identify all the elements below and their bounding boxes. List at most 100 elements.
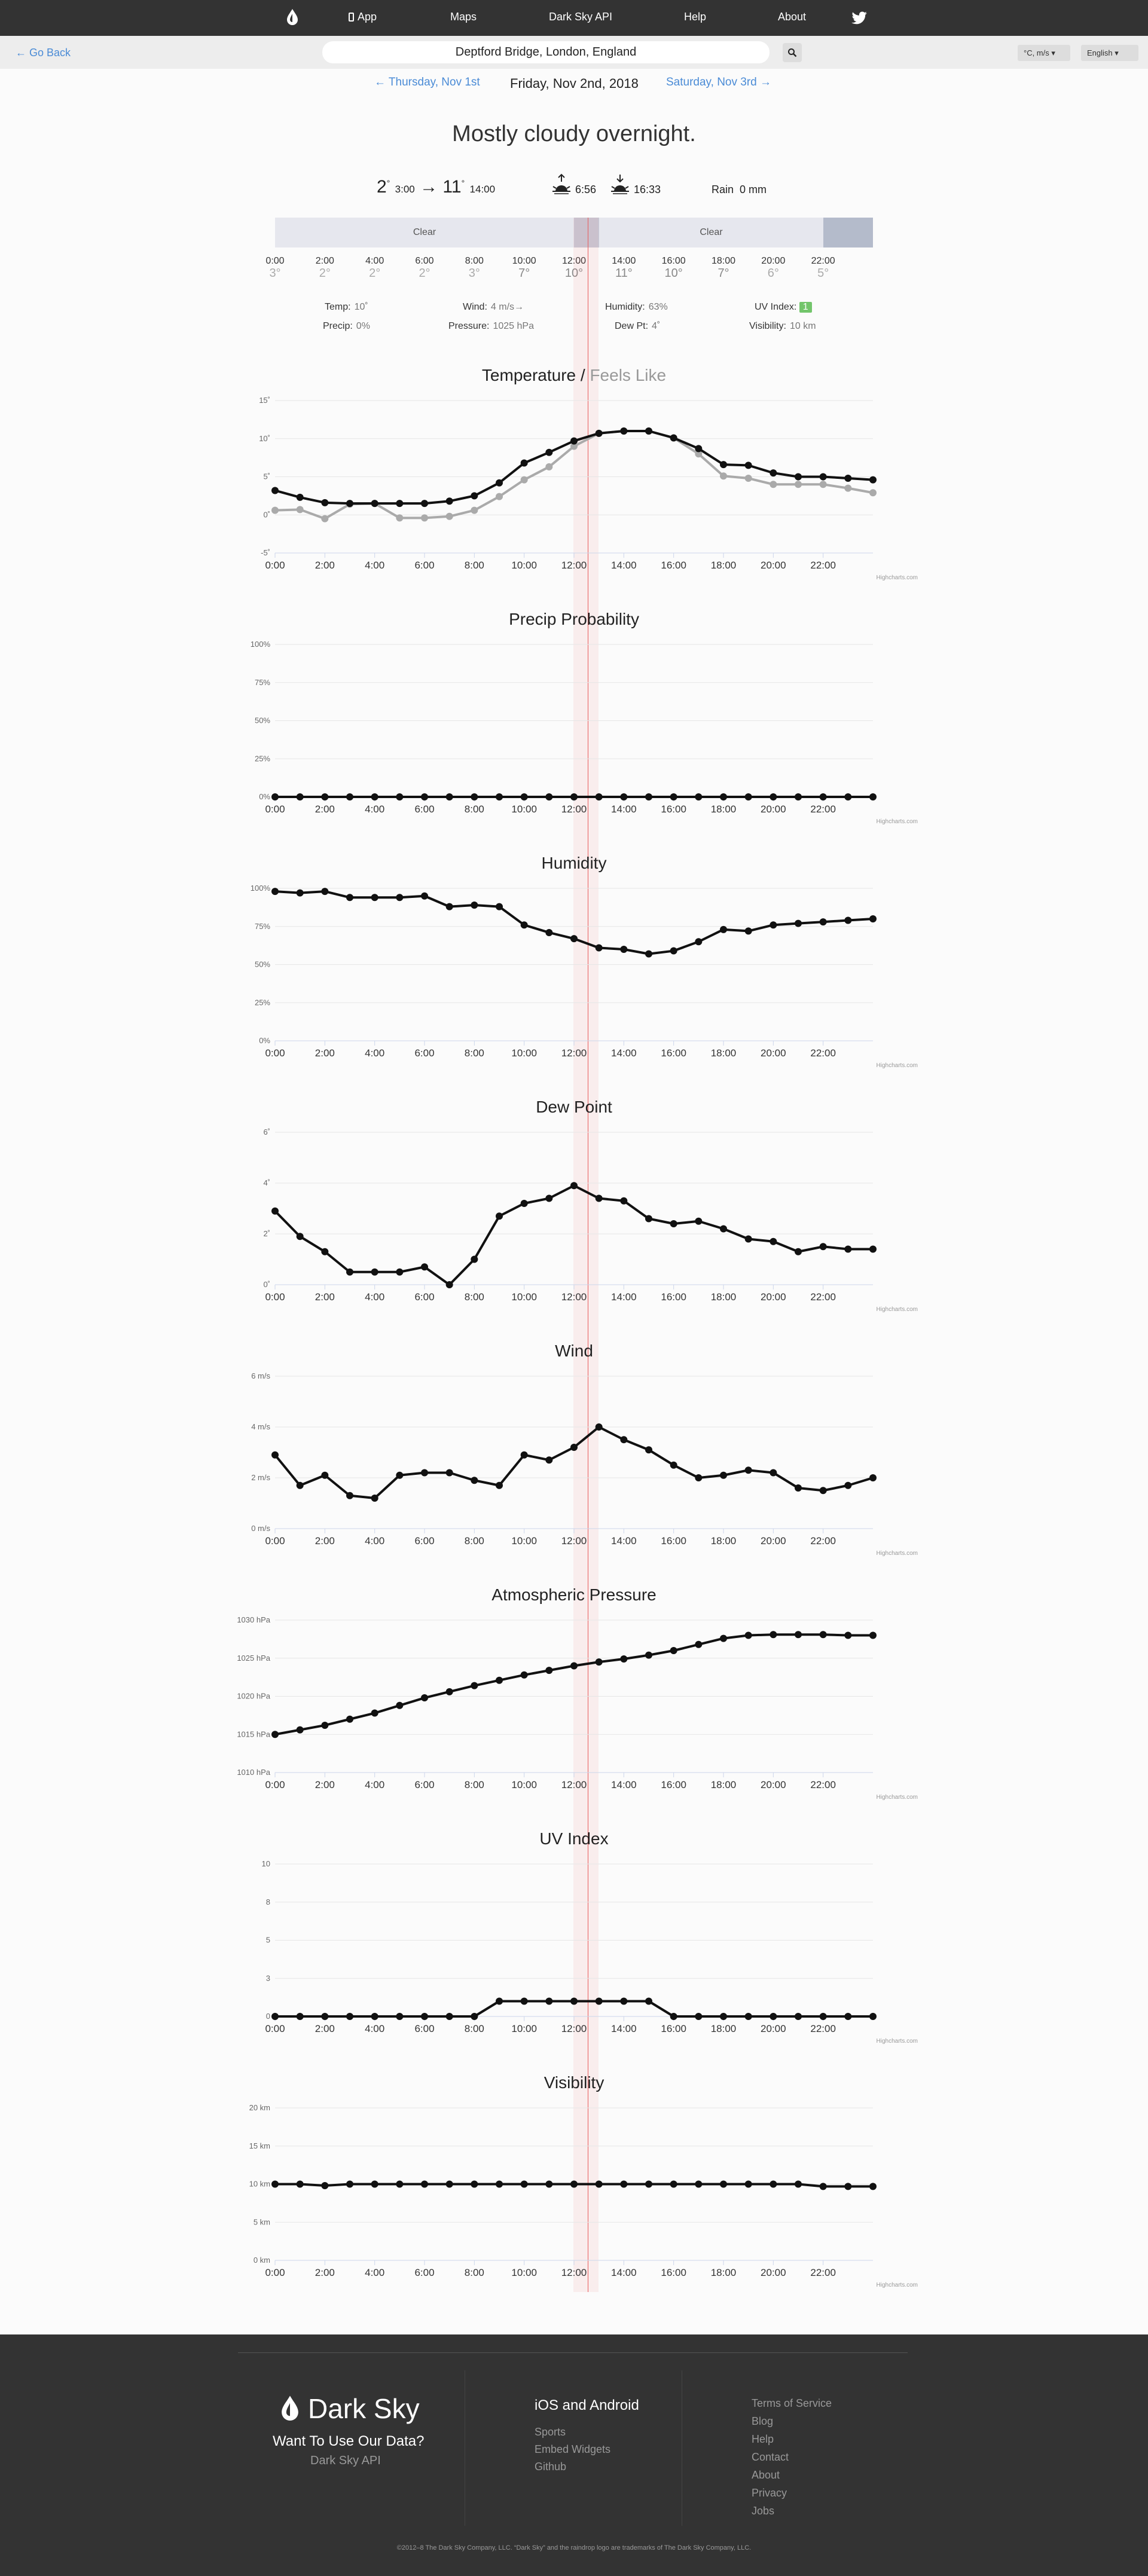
location-search-input[interactable]: Deptford Bridge, London, England (322, 41, 770, 63)
chart-title-temperature: Temperature / Feels Like (481, 366, 667, 384)
x-tick-label: 2:00 (315, 1535, 335, 1547)
data-point (620, 1436, 628, 1444)
footer-link-about[interactable]: About (752, 2469, 780, 2481)
nav-about[interactable]: About (778, 11, 807, 23)
y-tick-label: 3 (266, 1973, 270, 1982)
x-tick-label: 10:00 (511, 1535, 537, 1547)
data-point (520, 1671, 528, 1679)
timeline-segment-clear[interactable]: Clear (275, 218, 574, 247)
x-tick-label: 6:00 (414, 2267, 434, 2278)
footer-links-column: Terms of Service Blog Help Contact About… (752, 2397, 832, 2523)
x-tick-label: 16:00 (661, 2023, 686, 2034)
footer-want-data[interactable]: Want To Use Our Data? (273, 2433, 425, 2449)
x-tick-label: 10:00 (511, 1291, 537, 1303)
y-tick-label: -5˚ (261, 548, 270, 557)
data-point (520, 459, 528, 467)
footer-api-link[interactable]: Dark Sky API (310, 2454, 381, 2467)
data-point (496, 1481, 503, 1489)
data-point (445, 2013, 453, 2020)
x-tick-label: 14:00 (611, 2267, 637, 2278)
nav-help[interactable]: Help (684, 11, 707, 23)
data-point (869, 2183, 877, 2190)
y-tick-label: 0˚ (263, 510, 270, 519)
go-back-link[interactable]: ← Go Back (16, 47, 71, 59)
data-point (371, 894, 378, 902)
data-point (819, 793, 827, 800)
dew-point-chart[interactable]: 0˚ 2˚ 4˚ 6˚ 0:00 2:00 4:00 6:00 8:00 10:00 12:00 14… (227, 1126, 921, 1313)
data-point (819, 481, 827, 488)
chart-title-uv-index: UV Index (539, 1829, 609, 1848)
hour-column: 16:00 10° (656, 256, 692, 280)
data-point (720, 1634, 727, 1642)
data-point (695, 793, 703, 800)
nav-dark-sky-api[interactable]: Dark Sky API (549, 11, 613, 23)
data-point (645, 2180, 652, 2188)
footer-link-jobs[interactable]: Jobs (752, 2505, 775, 2517)
data-point (471, 793, 478, 800)
data-point (545, 448, 553, 456)
data-point (744, 1466, 752, 1474)
data-point (421, 1469, 428, 1477)
wind-chart[interactable]: 0 m/s 2 m/s 4 m/s 6 m/s 0:00 2:00 4:00 6:00 8:00… (227, 1370, 921, 1557)
data-point (770, 2013, 777, 2020)
x-tick-label: 20:00 (761, 2023, 786, 2034)
uv-index-chart[interactable]: 0 3 5 8 10 0:00 2:00 4:00 6:00 8:00 10:00 12:00 14:0… (227, 1858, 921, 2045)
y-tick-label: 10˚ (259, 434, 270, 443)
language-select[interactable]: English ▾ (1081, 45, 1138, 61)
footer-link-github[interactable]: Github (535, 2461, 567, 2473)
timeline-segment-cloudy[interactable] (574, 218, 599, 247)
data-point (795, 1484, 802, 1492)
timeline-segment-clear[interactable]: Clear (599, 218, 823, 247)
footer-link-contact[interactable]: Contact (752, 2451, 789, 2463)
humidity-chart[interactable]: 0% 25% 50% 75% 100% 0:00 2:00 4:00 6:00 8:00 10:00… (227, 882, 921, 1069)
x-tick-label: 18:00 (711, 1535, 737, 1547)
prev-day-link[interactable]: ← Thursday, Nov 1st (374, 76, 480, 88)
date-navigation: ← Thursday, Nov 1st Friday, Nov 2nd, 201… (0, 76, 1148, 94)
footer-link-help[interactable]: Help (752, 2433, 774, 2445)
data-point (296, 493, 304, 501)
hour-temp: 10° (564, 267, 584, 280)
nav-maps[interactable]: Maps (450, 11, 477, 23)
footer-logo[interactable]: Dark Sky (278, 2392, 420, 2425)
data-point (346, 1715, 353, 1723)
footer-link-blog[interactable]: Blog (752, 2415, 774, 2427)
footer-ios-android[interactable]: iOS and Android (535, 2397, 639, 2413)
data-point (795, 473, 802, 481)
visibility-chart[interactable]: 0 km 5 km 10 km 15 km 20 km 0:00 2:00 4:00 6:00 8… (227, 2102, 921, 2288)
footer-link-embed-widgets[interactable]: Embed Widgets (535, 2443, 611, 2455)
timeline-bar[interactable]: Clear Clear (275, 218, 873, 247)
data-point (496, 1997, 503, 2005)
y-tick-label: 100% (251, 884, 271, 893)
timeline-segment-cloudy[interactable] (823, 218, 873, 247)
next-day-link[interactable]: Saturday, Nov 3rd → (666, 76, 772, 88)
search-button[interactable] (783, 43, 802, 62)
footer-link-terms[interactable]: Terms of Service (752, 2397, 832, 2409)
data-point (396, 1268, 404, 1276)
data-point (570, 1662, 578, 1670)
pressure-chart[interactable]: 1010 hPa 1015 hPa 1020 hPa 1025 hPa 1030 hPa… (227, 1614, 921, 1801)
stat-wind: Wind: 4 m/s→ (463, 302, 524, 312)
data-point (620, 793, 628, 800)
hour-temp: 2° (419, 267, 430, 280)
x-tick-label: 22:00 (810, 1291, 836, 1303)
data-point (770, 1237, 777, 1245)
temperature-chart[interactable]: -5˚ 0˚ 5˚ 10˚ 15˚ 0:00 2:00 4:00 6:00 8:00 10:00 12… (227, 395, 921, 581)
x-tick-label: 4:00 (365, 1291, 384, 1303)
units-select[interactable]: °C, m/s ▾ (1018, 45, 1070, 61)
x-tick-label: 12:00 (561, 2023, 587, 2034)
dark-sky-logo-icon[interactable] (285, 8, 300, 26)
x-tick-label: 2:00 (315, 803, 335, 815)
data-point (296, 2013, 304, 2020)
precip-chart[interactable]: 0% 25% 50% 75% 100% 0:00 2:00 4:00 6:00 8:00 10:00… (227, 638, 921, 825)
series-line (274, 1633, 873, 1736)
twitter-icon[interactable] (851, 10, 868, 26)
footer-link-privacy[interactable]: Privacy (752, 2487, 787, 2499)
nav-app[interactable]: App (349, 11, 377, 23)
x-tick-label: 12:00 (561, 1291, 587, 1303)
data-point (744, 1631, 752, 1639)
footer-link-sports[interactable]: Sports (535, 2426, 566, 2438)
y-tick-label: 6˚ (263, 1127, 270, 1136)
hour-temp: 2° (369, 267, 381, 280)
data-point (844, 916, 852, 924)
data-point (695, 1217, 703, 1225)
